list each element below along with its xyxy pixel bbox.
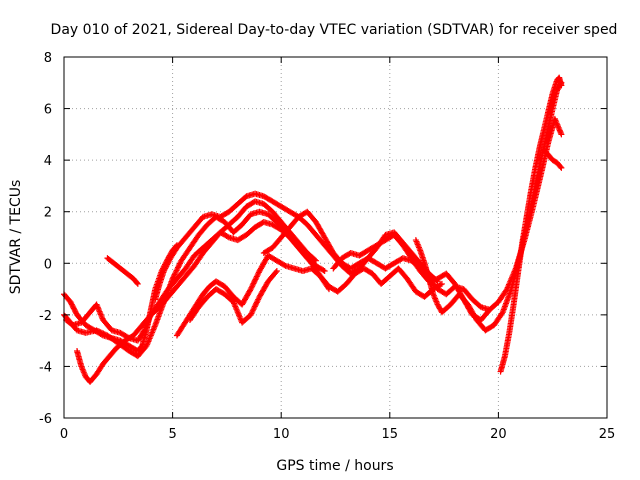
data-point [325,284,332,291]
data-point [251,279,258,286]
data-point [171,271,178,278]
data-point [248,310,255,317]
series-arc-8 [186,268,280,326]
data-point [254,297,261,304]
data-point [253,274,260,281]
series-arc-10 [412,79,565,334]
data-point [249,283,256,290]
data-point [176,260,183,267]
data-point [250,306,257,313]
data-point [557,163,564,170]
data-point [172,268,179,275]
x-tick-label: 10 [273,427,290,442]
data-point [486,306,493,313]
data-point [253,300,260,307]
data-point [254,272,261,279]
x-axis-label: GPS time / hours [276,458,393,474]
series-arc-13 [541,146,565,171]
data-point [558,82,565,89]
data-point [247,287,254,294]
data-point [312,257,319,264]
y-tick-label: 4 [44,154,52,169]
data-point [134,280,141,287]
plot-frame [63,56,608,419]
data-point [224,233,231,240]
data-point [325,286,332,293]
data-point [251,277,258,284]
y-tick-label: 6 [44,103,52,118]
data-point [173,267,180,274]
data-point [172,270,179,277]
chart-title: Day 010 of 2021, Sidereal Day-to-day VTE… [51,22,618,38]
data-point [100,330,107,337]
series-arc-12 [497,74,565,375]
y-tick-label: 8 [44,51,52,66]
data-point [101,331,108,338]
data-point [249,281,256,288]
data-point [175,263,182,270]
series-arc-7 [173,252,332,339]
data-points [61,74,565,385]
data-point [99,329,106,336]
data-point [253,299,260,306]
data-point [252,302,259,309]
y-tick-label: -6 [39,412,52,427]
data-point [94,327,101,334]
data-point [96,328,103,335]
data-point [251,303,258,310]
data-point [133,279,140,286]
data-point [438,280,445,287]
data-point [93,327,100,334]
data-point [253,273,260,280]
data-point [249,309,256,316]
x-tick-label: 20 [490,427,507,442]
data-point [558,131,565,138]
data-point [255,270,262,277]
x-tick-label: 15 [382,427,399,442]
data-point [255,296,262,303]
data-point [272,269,279,276]
y-tick-label: -4 [39,360,52,375]
data-point [255,295,262,302]
data-point [273,268,280,275]
series-arc-5 [104,255,141,287]
data-point [97,329,104,336]
y-axis-label: SDTVAR / TECUs [8,180,24,295]
data-point [247,311,254,318]
data-point [255,269,262,276]
data-point [250,280,257,287]
data-point [174,266,181,273]
y-tick-label: -2 [39,309,52,324]
data-point [558,164,565,171]
axis-ticks: 0 5 10 15 20 25 -6 -4 -2 0 2 4 6 8 [39,51,615,442]
y-tick-label: 0 [44,257,52,272]
data-point [437,281,444,288]
data-point [249,307,256,314]
series-arc-11 [330,231,493,324]
x-tick-label: 5 [168,427,176,442]
data-point [311,256,318,263]
data-point [247,286,254,293]
data-point [251,304,258,311]
x-tick-label: 25 [599,427,616,442]
data-point [320,267,327,274]
data-point [321,268,328,275]
data-point [252,276,259,283]
x-tick-label: 0 [60,427,68,442]
data-point [248,284,255,291]
y-tick-label: 2 [44,206,52,221]
data-point [281,262,288,269]
data-point [174,264,181,271]
series-arc-4 [74,198,319,385]
data-point [485,307,492,314]
data-point [176,261,183,268]
